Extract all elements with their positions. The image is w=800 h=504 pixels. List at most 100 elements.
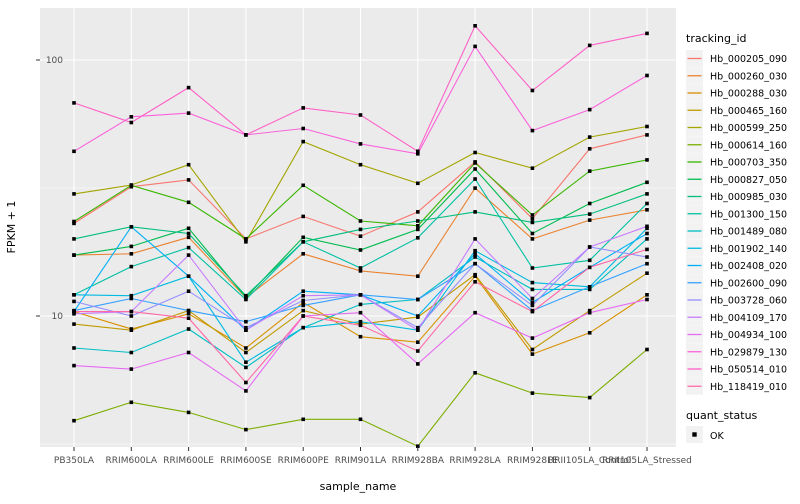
legend-item-label: Hb_000599_250 — [710, 123, 787, 134]
data-point — [645, 297, 649, 302]
data-point — [72, 363, 76, 368]
data-point — [129, 252, 134, 256]
data-point — [358, 323, 363, 328]
data-point — [473, 161, 477, 165]
data-point — [473, 261, 477, 266]
data-point — [72, 237, 76, 241]
data-point — [416, 362, 420, 366]
data-point — [244, 133, 248, 137]
data-point — [587, 201, 592, 206]
legend-item-label: Hb_000985_030 — [710, 192, 787, 203]
legend-item-Hb_004109_170: Hb_004109_170 — [686, 308, 787, 326]
data-point — [587, 218, 592, 222]
data-point — [129, 115, 134, 119]
legend-item-Hb_001300_150: Hb_001300_150 — [686, 205, 787, 223]
data-point — [358, 310, 363, 315]
data-point — [530, 309, 535, 314]
data-point — [72, 149, 76, 154]
data-point — [645, 208, 649, 212]
data-point — [129, 328, 134, 332]
data-point — [244, 297, 248, 302]
data-point — [244, 240, 248, 244]
data-point — [416, 349, 420, 353]
data-point — [358, 162, 363, 167]
data-point — [645, 31, 649, 36]
data-point — [301, 240, 305, 244]
data-point — [473, 255, 477, 259]
data-point — [186, 111, 191, 115]
legend-item-Hb_000288_030: Hb_000288_030 — [686, 84, 787, 102]
data-point — [587, 265, 592, 270]
data-point — [186, 410, 191, 415]
data-point — [587, 147, 592, 151]
data-point — [301, 308, 305, 313]
x-tick-label: RRIM600SE — [220, 456, 272, 466]
data-point — [244, 380, 248, 385]
legend-item-label: Hb_004109_170 — [710, 313, 787, 324]
data-point — [244, 360, 248, 364]
data-point — [358, 266, 363, 270]
legend-item-Hb_000599_250: Hb_000599_250 — [686, 119, 787, 136]
x-tick-label: PB350LA — [54, 456, 95, 466]
data-point — [301, 252, 305, 256]
data-point — [645, 158, 649, 162]
legend-layer: Hb_000205_090 Hb_000260_030 Hb_000288_030 H… — [686, 50, 787, 443]
legend-item-Hb_000614_160: Hb_000614_160 — [686, 136, 787, 154]
data-point — [301, 417, 305, 422]
data-point — [129, 296, 134, 301]
data-point — [358, 293, 363, 297]
legend-item-Hb_001489_080: Hb_001489_080 — [686, 222, 787, 240]
data-point — [473, 210, 477, 214]
data-point — [358, 142, 363, 146]
legend-item-Hb_118419_010: Hb_118419_010 — [686, 377, 787, 395]
data-point — [72, 299, 76, 304]
data-point — [129, 293, 134, 298]
data-point — [587, 43, 592, 48]
data-point — [473, 150, 477, 155]
data-point — [129, 309, 134, 314]
data-point — [358, 227, 363, 232]
data-point — [72, 312, 76, 316]
data-point — [530, 231, 535, 236]
legend-item-label: Hb_029879_130 — [710, 347, 787, 358]
data-point — [645, 237, 649, 241]
data-point — [645, 231, 649, 236]
data-point — [244, 319, 248, 324]
data-point — [587, 107, 592, 112]
x-tick-label: RRIM600LE — [163, 456, 214, 466]
data-point — [416, 274, 420, 278]
data-point — [416, 227, 420, 232]
legend-item-label: Hb_002600_090 — [710, 278, 787, 289]
data-point — [358, 219, 363, 223]
data-point — [301, 300, 305, 305]
data-point — [129, 183, 134, 188]
legend-item-Hb_000985_030: Hb_000985_030 — [686, 188, 787, 205]
data-point — [129, 350, 134, 355]
legend-item-label: Hb_001489_080 — [710, 227, 787, 238]
legend-item-Hb_000465_160: Hb_000465_160 — [686, 101, 787, 119]
y-tick-label-10: 10 — [52, 312, 64, 322]
data-point — [530, 287, 535, 292]
data-point — [473, 237, 477, 241]
x-tick-label: RRIM901LA — [335, 456, 387, 466]
legend-item-label: Hb_000827_050 — [710, 175, 787, 186]
data-point — [645, 226, 649, 231]
legend-item-Hb_000827_050: Hb_000827_050 — [686, 170, 787, 188]
data-point — [473, 167, 477, 171]
data-point — [186, 235, 191, 240]
legend-item-label: Hb_003728_060 — [710, 296, 787, 307]
data-point — [473, 186, 477, 190]
data-point — [244, 389, 248, 393]
data-point — [301, 106, 305, 110]
data-point — [645, 261, 649, 266]
data-point — [129, 120, 134, 125]
data-point — [587, 310, 592, 315]
data-point — [530, 391, 535, 395]
legend-item-label: Hb_000703_350 — [710, 158, 787, 169]
data-point — [301, 314, 305, 318]
data-point — [473, 177, 477, 181]
data-point — [587, 135, 592, 139]
data-point — [301, 183, 305, 188]
data-point — [186, 253, 191, 257]
